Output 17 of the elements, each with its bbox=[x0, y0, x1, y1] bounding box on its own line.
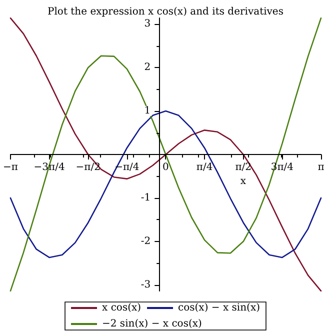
y-tick-label: 3 bbox=[144, 18, 151, 30]
legend-label: x cos(x) bbox=[102, 302, 142, 314]
y-tick-label: -3 bbox=[140, 279, 151, 290]
y-tick-label: -2 bbox=[140, 236, 151, 247]
x-axis-title: x bbox=[240, 176, 246, 187]
legend-label: cos(x) − x sin(x) bbox=[178, 302, 260, 314]
x-tick-label: 0 bbox=[162, 162, 169, 173]
y-tick-label: -1 bbox=[140, 192, 151, 204]
x-tick-label: π bbox=[318, 162, 325, 173]
x-tick-label: −π bbox=[3, 162, 18, 173]
x-tick-label: −π/2 bbox=[76, 162, 100, 173]
chart-title: Plot the expression x cos(x) and its derivatives bbox=[48, 6, 284, 18]
x-tick-label: π/2 bbox=[235, 162, 252, 173]
legend-label: −2 sin(x) − x cos(x) bbox=[102, 318, 202, 330]
y-tick-label: 1 bbox=[144, 106, 151, 117]
y-tick-label: 2 bbox=[144, 62, 151, 74]
x-tick-label: π/4 bbox=[196, 162, 213, 173]
